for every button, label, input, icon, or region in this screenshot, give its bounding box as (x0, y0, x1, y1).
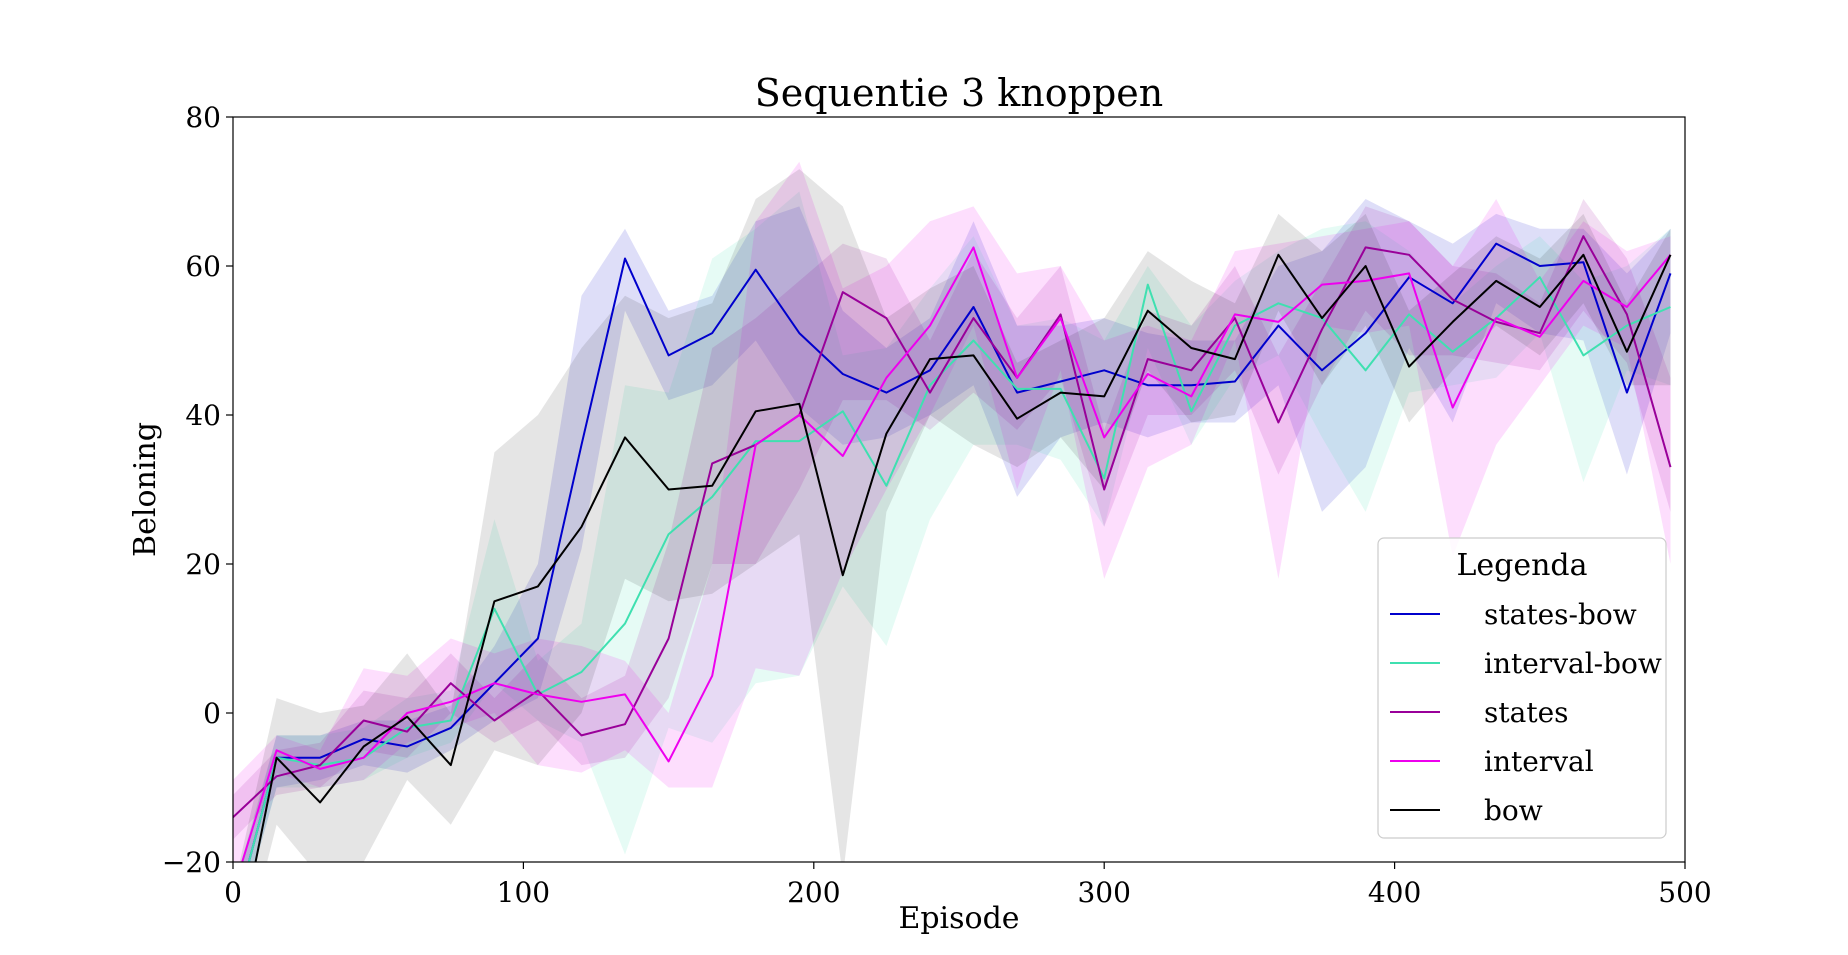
y-tick-label: 20 (185, 548, 221, 581)
legend-box (1377, 537, 1667, 839)
x-tick-label: 400 (1368, 876, 1421, 909)
legend-label-interval: interval (1484, 745, 1594, 778)
line-bow (254, 253, 1672, 862)
y-tick-label: 40 (185, 399, 221, 432)
plot-frame (232, 116, 1686, 863)
series-lines (233, 235, 1672, 862)
band-interval (233, 161, 1671, 862)
x-axis-label: Episode (898, 901, 1019, 936)
band-states-bow (241, 199, 1671, 862)
legend-title: Legenda (1456, 548, 1587, 583)
x-tick-label: 500 (1658, 876, 1711, 909)
line-states-bow (247, 242, 1672, 862)
legend-label-states: states (1484, 696, 1569, 729)
x-tick-label: 0 (224, 876, 242, 909)
legend-label-bow: bow (1484, 794, 1543, 827)
x-tick-label: 100 (497, 876, 550, 909)
line-interval (241, 246, 1672, 862)
y-tick-label: 80 (185, 101, 221, 134)
x-axis: 0 100 200 300 400 500 (224, 862, 1712, 909)
y-axis-label: Beloning (128, 422, 163, 557)
y-tick-label: 0 (203, 697, 221, 730)
y-axis: −20 0 20 40 60 80 (162, 101, 233, 879)
y-tick-label: 60 (185, 250, 221, 283)
chart-title: Sequentie 3 knoppen (755, 71, 1164, 115)
line-interval-bow (247, 276, 1671, 862)
legend-label-states-bow: states-bow (1484, 598, 1637, 631)
x-tick-label: 200 (787, 876, 840, 909)
x-tick-label: 300 (1077, 876, 1130, 909)
band-interval-bow (242, 191, 1671, 862)
line-states (233, 235, 1672, 819)
legend: Legenda states-bow interval-bow states inte… (1377, 537, 1667, 839)
y-tick-label: −20 (162, 846, 221, 879)
band-bow (239, 169, 1671, 862)
legend-label-interval-bow: interval-bow (1484, 647, 1662, 680)
